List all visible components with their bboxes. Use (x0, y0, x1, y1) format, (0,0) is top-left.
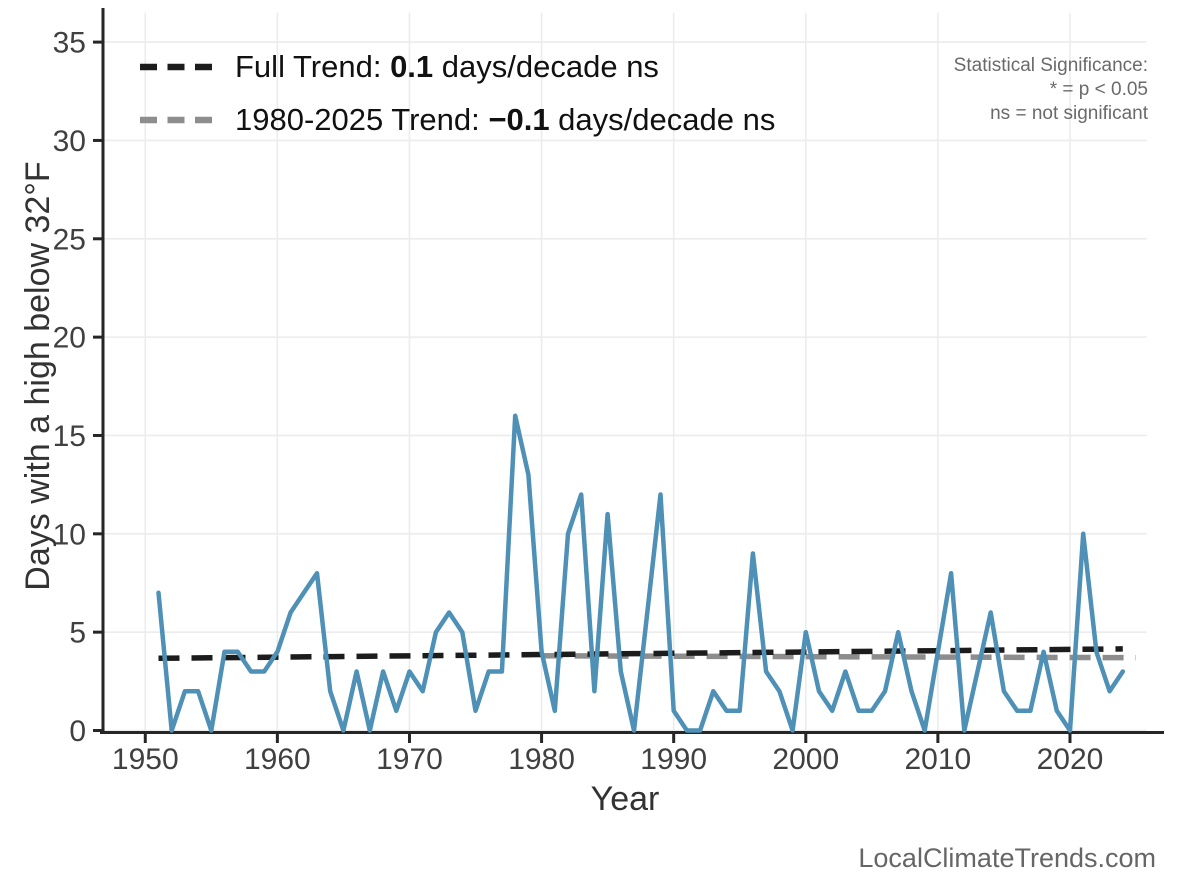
significance-note-ns: ns = not significant (990, 103, 1148, 124)
svg-text:5: 5 (69, 617, 86, 650)
svg-text:10: 10 (53, 518, 86, 551)
svg-text:1950: 1950 (112, 743, 179, 776)
y-axis-title: Days with a high below 32°F (19, 161, 57, 591)
svg-text:35: 35 (53, 27, 86, 60)
legend-item-full-trend: Full Trend: 0.1 days/decade ns (138, 40, 775, 93)
x-axis-title: Year (590, 780, 660, 818)
svg-text:20: 20 (53, 322, 86, 355)
legend-label-full-trend: Full Trend: 0.1 days/decade ns (235, 48, 659, 84)
watermark: LocalClimateTrends.com (858, 843, 1156, 873)
axis-spines-ticks (93, 8, 1164, 743)
svg-text:25: 25 (53, 223, 86, 256)
svg-text:1990: 1990 (640, 743, 707, 776)
x-tick-labels: 1950 1960 1970 1980 1990 2000 2010 2020 (112, 743, 1103, 776)
svg-text:30: 30 (53, 125, 86, 158)
legend-item-recent-trend: 1980-2025 Trend: −0.1 days/decade ns (138, 93, 775, 146)
svg-text:2010: 2010 (905, 743, 972, 776)
svg-text:2000: 2000 (772, 743, 839, 776)
svg-text:15: 15 (53, 420, 86, 453)
gridlines (103, 12, 1147, 732)
legend-label-recent-trend: 1980-2025 Trend: −0.1 days/decade ns (235, 101, 776, 137)
recent-trend-dash-icon (140, 116, 212, 123)
y-tick-labels: 0 5 10 15 20 25 30 35 (53, 27, 86, 748)
svg-text:2020: 2020 (1037, 743, 1104, 776)
svg-text:1970: 1970 (376, 743, 443, 776)
svg-text:1980: 1980 (508, 743, 575, 776)
svg-text:0: 0 (69, 715, 86, 748)
significance-note-star: * = p < 0.05 (1049, 79, 1148, 100)
significance-note-title: Statistical Significance: (953, 55, 1148, 76)
chart-legend: Full Trend: 0.1 days/decade ns 1980-2025… (138, 40, 775, 146)
svg-text:1960: 1960 (244, 743, 311, 776)
full-trend-dash-icon (140, 63, 212, 70)
series-observed-days (156, 413, 1126, 733)
significance-note: Statistical Significance: * = p < 0.05 n… (954, 54, 1148, 126)
